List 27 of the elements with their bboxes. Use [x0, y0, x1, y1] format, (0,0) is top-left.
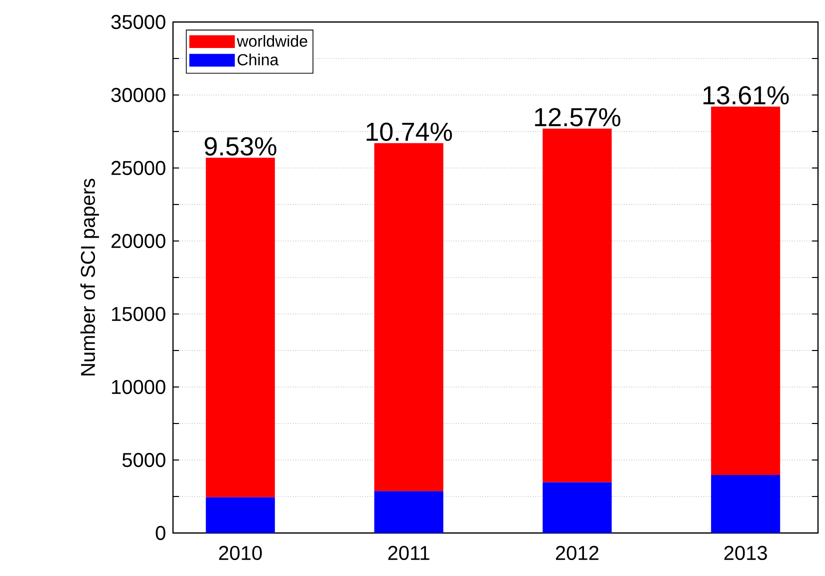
- y-tick-label: 5000: [122, 452, 166, 468]
- bar: [206, 158, 275, 498]
- bar: [206, 497, 275, 533]
- legend-label: China: [238, 54, 279, 66]
- annotation: 13.61%: [703, 86, 789, 104]
- y-axis-title: Number of SCI papers: [80, 178, 99, 376]
- y-tick-label: 25000: [112, 160, 166, 176]
- y-tick-label: 35000: [111, 14, 166, 30]
- annotation: 12.57%: [535, 108, 620, 126]
- y-tick-label: 0: [156, 526, 166, 540]
- bar: [711, 475, 780, 533]
- y-tick-label: 30000: [111, 88, 166, 102]
- y-tick-label: 10000: [112, 380, 166, 394]
- legend-label: worldwide: [236, 35, 308, 47]
- annotation: 10.74%: [366, 122, 452, 141]
- bar: [374, 491, 444, 533]
- annotation: 9.53%: [204, 137, 276, 156]
- y-tick-label: 15000: [112, 306, 166, 322]
- bar: [711, 106, 780, 476]
- y-tick-label: 20000: [112, 234, 166, 248]
- bar: [542, 482, 612, 533]
- bar: [374, 143, 444, 492]
- x-tick-label: 2012: [556, 546, 598, 560]
- x-tick-label: 2011: [388, 546, 430, 560]
- x-tick-label: 2013: [724, 546, 767, 560]
- x-tick-label: 2010: [219, 546, 262, 560]
- bar: [542, 128, 612, 482]
